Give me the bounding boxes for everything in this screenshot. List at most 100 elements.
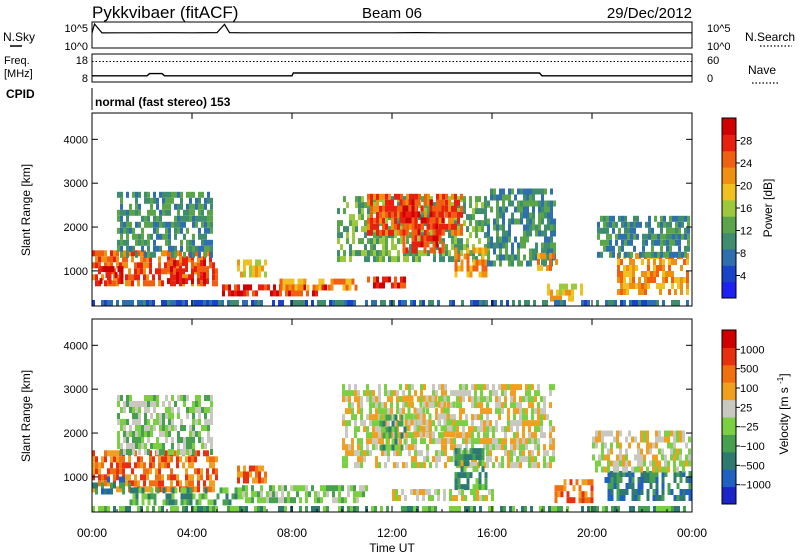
power-cell bbox=[597, 233, 600, 240]
power-cell bbox=[538, 224, 541, 231]
power-cell bbox=[198, 197, 201, 204]
velocity-cell bbox=[667, 489, 671, 495]
power-cell bbox=[212, 280, 215, 287]
velocity-cell bbox=[317, 491, 320, 498]
power-cell bbox=[391, 238, 394, 245]
power-cell bbox=[297, 290, 300, 297]
velocity-cell bbox=[489, 444, 492, 451]
velocity-cell bbox=[390, 390, 393, 397]
velocity-unit-exponent: -1 bbox=[776, 376, 785, 384]
power-cell bbox=[645, 239, 648, 246]
velocity-cell bbox=[537, 444, 540, 451]
power-cell bbox=[135, 209, 138, 216]
velocity-cell bbox=[637, 454, 640, 461]
power-cell bbox=[642, 239, 645, 246]
velocity-cell bbox=[140, 462, 143, 469]
velocity-cell bbox=[679, 430, 682, 437]
velocity-cell bbox=[625, 483, 629, 489]
velocity-cell bbox=[637, 495, 641, 501]
power-cell bbox=[200, 300, 203, 306]
power-cell bbox=[508, 236, 511, 243]
velocity-cell bbox=[466, 484, 470, 491]
velocity-cell bbox=[207, 431, 210, 437]
velocity-cell bbox=[135, 419, 138, 425]
velocity-cell bbox=[477, 402, 480, 409]
velocity-cell bbox=[138, 419, 141, 425]
velocity-cell bbox=[501, 438, 504, 445]
velocity-cell bbox=[477, 414, 480, 421]
power-cell bbox=[138, 233, 141, 240]
power-cell bbox=[620, 259, 623, 265]
velocity-cell bbox=[646, 489, 650, 495]
power-cell bbox=[279, 278, 283, 285]
power-cell bbox=[439, 199, 442, 206]
power-cell bbox=[252, 290, 255, 297]
velocity-cell bbox=[616, 436, 619, 443]
velocity-cell bbox=[359, 491, 362, 498]
velocity-cell bbox=[405, 384, 408, 391]
power-cell bbox=[141, 245, 144, 252]
power-cell bbox=[122, 262, 125, 269]
velocity-cell bbox=[388, 426, 392, 433]
velocity-cell bbox=[387, 396, 390, 403]
power-cell bbox=[609, 239, 612, 246]
power-cell bbox=[222, 284, 225, 291]
power-cell bbox=[406, 256, 409, 263]
velocity-cell bbox=[563, 485, 567, 492]
velocity-cell bbox=[168, 401, 171, 407]
velocity-cell bbox=[183, 493, 187, 500]
velocity-cell bbox=[381, 438, 384, 445]
velocity-cell bbox=[682, 436, 685, 443]
velocity-cell bbox=[197, 506, 200, 512]
velocity-cell bbox=[459, 390, 462, 397]
power-cell bbox=[361, 226, 364, 233]
power-cell bbox=[355, 220, 358, 227]
velocity-cell bbox=[147, 431, 150, 437]
power-cell bbox=[621, 221, 624, 228]
power-cell bbox=[352, 232, 355, 239]
velocity-cell bbox=[510, 402, 513, 409]
power-cell bbox=[394, 232, 397, 239]
power-cell bbox=[659, 289, 662, 295]
power-cell bbox=[173, 280, 176, 287]
power-cell bbox=[405, 229, 409, 236]
power-cell bbox=[517, 200, 520, 207]
power-cell bbox=[496, 242, 499, 249]
velocity-cell bbox=[150, 443, 153, 449]
power-cell bbox=[648, 251, 651, 258]
velocity-cell bbox=[396, 396, 399, 403]
power-cell bbox=[523, 188, 526, 195]
power-cell bbox=[523, 254, 526, 261]
power-cell bbox=[385, 229, 388, 236]
power-cell bbox=[203, 256, 206, 263]
velocity-cell bbox=[596, 506, 599, 512]
velocity-cell bbox=[110, 468, 113, 475]
power-cell bbox=[445, 211, 448, 218]
power-cell bbox=[454, 259, 458, 266]
power-cell bbox=[475, 196, 478, 203]
velocity-cell bbox=[162, 499, 166, 506]
power-cell bbox=[209, 256, 212, 263]
velocity-cell bbox=[122, 476, 125, 483]
power-cell bbox=[146, 300, 149, 306]
velocity-cell bbox=[475, 484, 479, 491]
velocity-cell bbox=[230, 506, 233, 512]
power-cell bbox=[291, 278, 295, 285]
velocity-cell bbox=[537, 462, 540, 469]
power-cell bbox=[426, 241, 430, 248]
velocity-cell bbox=[143, 468, 146, 475]
power-cell bbox=[150, 203, 153, 210]
velocity-cell bbox=[146, 468, 149, 475]
velocity-cell bbox=[432, 384, 435, 391]
power-cell bbox=[457, 229, 460, 236]
power-cell bbox=[153, 251, 156, 258]
power-cell bbox=[463, 220, 466, 227]
velocity-cell bbox=[554, 497, 558, 504]
velocity-cell bbox=[507, 384, 510, 391]
power-cell bbox=[466, 244, 469, 251]
power-cell bbox=[547, 212, 550, 219]
power-cell bbox=[141, 215, 144, 222]
power-cell bbox=[663, 251, 666, 258]
power-cell bbox=[565, 289, 568, 296]
velocity-cell bbox=[664, 436, 667, 443]
